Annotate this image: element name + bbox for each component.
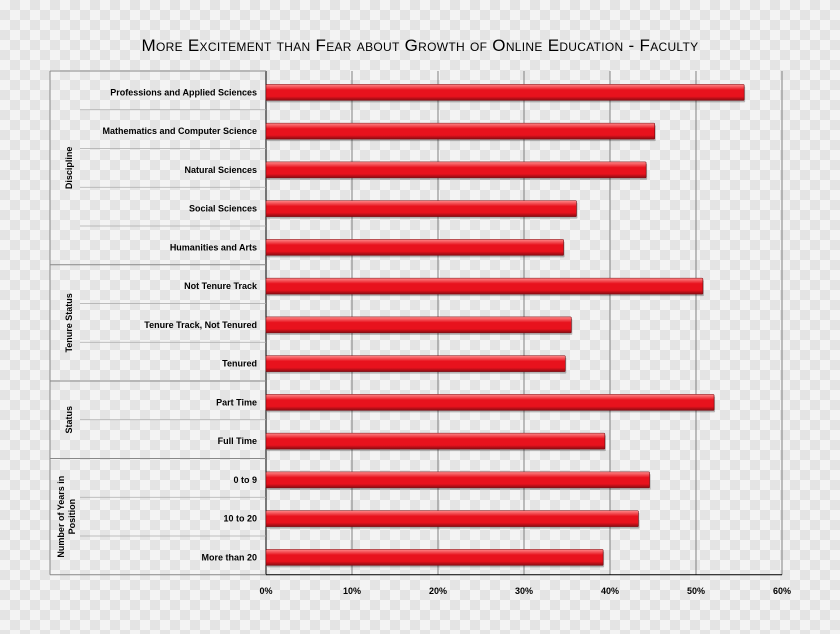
- group-label: Tenure Status: [64, 293, 74, 352]
- bar: [265, 316, 572, 334]
- bar: [265, 510, 639, 527]
- bar: [265, 355, 566, 372]
- x-tick-label: 40%: [601, 586, 619, 596]
- category-label: 0 to 9: [233, 475, 257, 485]
- x-tick-label: 60%: [773, 586, 791, 596]
- bar: [265, 432, 606, 450]
- bar: [265, 549, 604, 566]
- group-label: Number of Years inPosition: [56, 476, 77, 558]
- category-label: Not Tenure Track: [184, 281, 258, 291]
- category-label: Professions and Applied Sciences: [110, 87, 257, 97]
- bar: [265, 394, 715, 411]
- category-label: Part Time: [216, 397, 257, 407]
- x-tick-label: 30%: [515, 586, 533, 596]
- bar: [265, 471, 650, 489]
- category-label: Humanities and Arts: [170, 242, 257, 252]
- bar: [265, 161, 647, 179]
- x-tick-label: 10%: [343, 586, 361, 596]
- bar: [265, 239, 564, 256]
- x-tick-label: 0%: [259, 586, 272, 596]
- bar: [265, 122, 656, 140]
- category-label: More than 20: [201, 552, 257, 562]
- category-label: Social Sciences: [189, 204, 257, 214]
- category-label: Tenured: [222, 359, 257, 369]
- bar: [265, 84, 745, 101]
- category-label: Tenure Track, Not Tenured: [144, 320, 257, 330]
- x-tick-label: 50%: [687, 586, 705, 596]
- bar: [265, 277, 704, 295]
- x-tick-label: 20%: [429, 586, 447, 596]
- category-label: Mathematics and Computer Science: [102, 126, 257, 136]
- chart-title: More Excitement than Fear about Growth o…: [141, 36, 699, 55]
- category-label: Full Time: [218, 436, 257, 446]
- group-label: Status: [64, 406, 74, 434]
- category-label: 10 to 20: [223, 514, 257, 524]
- bar: [265, 200, 577, 217]
- group-label: Discipline: [64, 147, 74, 190]
- category-label: Natural Sciences: [184, 165, 257, 175]
